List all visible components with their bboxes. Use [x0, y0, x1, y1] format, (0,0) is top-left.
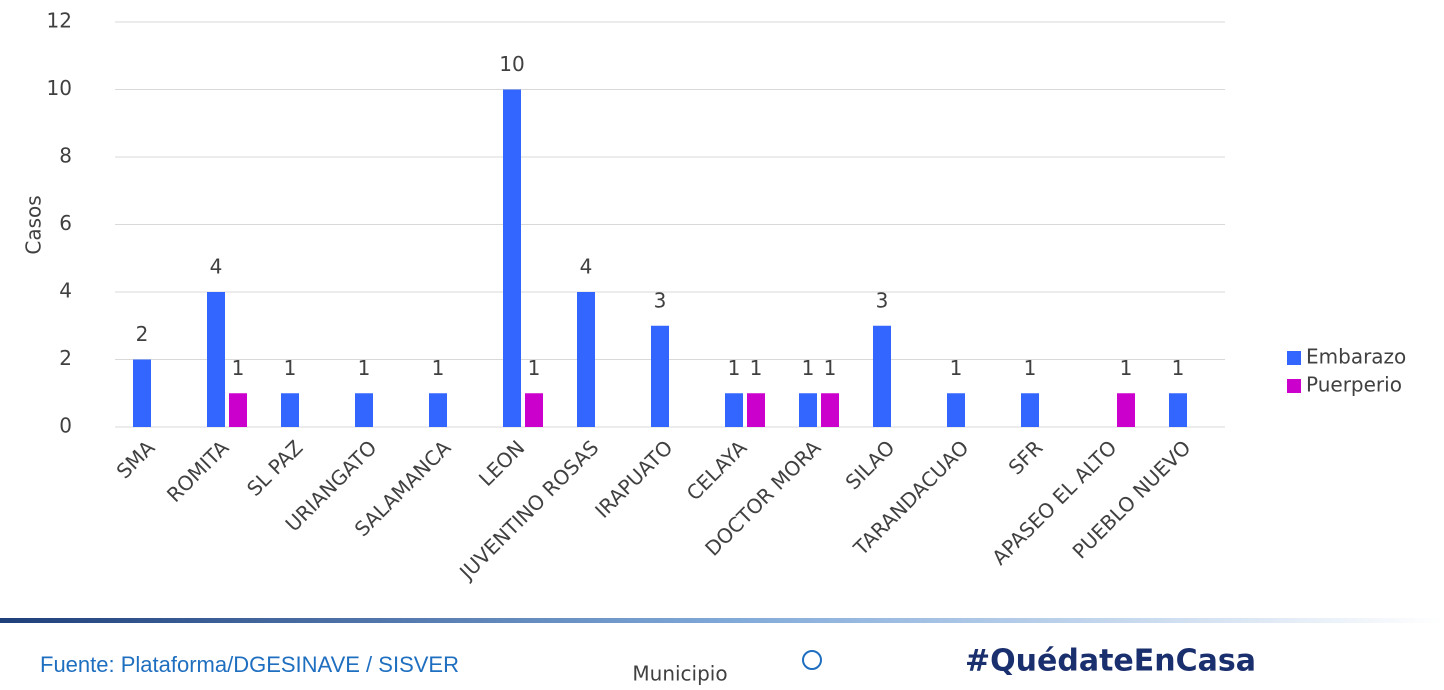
x-tick-label: SL PAZ	[242, 435, 307, 500]
bar	[577, 292, 595, 427]
data-label: 1	[750, 356, 763, 380]
y-tick-label: 4	[59, 279, 72, 303]
legend-label: Embarazo	[1306, 345, 1406, 369]
bar	[503, 89, 521, 427]
bar	[525, 393, 543, 427]
y-tick-label: 10	[47, 76, 72, 100]
bar	[281, 393, 299, 427]
data-label: 1	[802, 356, 815, 380]
bar	[725, 393, 743, 427]
data-label: 1	[1120, 356, 1133, 380]
data-label: 1	[284, 356, 297, 380]
data-label: 1	[232, 356, 245, 380]
bar	[799, 393, 817, 427]
data-label: 1	[728, 356, 741, 380]
bar	[947, 393, 965, 427]
x-tick-label: SFR	[1004, 435, 1048, 479]
data-label: 1	[824, 356, 837, 380]
data-label: 1	[358, 356, 371, 380]
bar	[355, 393, 373, 427]
data-label: 4	[580, 255, 593, 279]
x-axis-label: Municipio	[632, 662, 727, 686]
data-label: 4	[210, 255, 223, 279]
bar	[873, 325, 891, 427]
data-label: 1	[1024, 356, 1037, 380]
data-label: 10	[499, 52, 524, 76]
data-label: 3	[654, 288, 667, 312]
y-tick-label: 0	[59, 414, 72, 438]
y-tick-label: 6	[59, 211, 72, 235]
bar	[651, 325, 669, 427]
legend-swatch	[1287, 379, 1301, 393]
data-label: 1	[1172, 356, 1185, 380]
hashtag: #QuédateEnCasa	[965, 644, 1256, 679]
bar	[821, 393, 839, 427]
x-tick-label: SILAO	[841, 435, 900, 494]
data-label: 1	[950, 356, 963, 380]
legend-label: Puerperio	[1306, 373, 1402, 397]
y-axis-label: Casos	[22, 195, 46, 254]
icon	[802, 650, 822, 670]
data-label: 3	[876, 288, 889, 312]
bar	[1021, 393, 1039, 427]
x-tick-label: JUVENTINO ROSAS	[453, 435, 603, 585]
x-tick-label: IRAPUATO	[590, 435, 677, 522]
source: Fuente: Plataforma/DGESINAVE / SISVER	[40, 652, 459, 677]
y-tick-label: 8	[59, 144, 72, 168]
bar	[747, 393, 765, 427]
bar	[229, 393, 247, 427]
bar	[429, 393, 447, 427]
footer-rule	[0, 618, 1444, 623]
y-tick-label: 2	[59, 346, 72, 370]
x-tick-label: APASEO EL ALTO	[987, 435, 1121, 569]
bar	[1117, 393, 1135, 427]
x-tick-label: ROMITA	[162, 435, 234, 507]
legend-swatch	[1287, 351, 1301, 365]
bar	[133, 359, 151, 427]
x-tick-label: LEON	[474, 435, 529, 490]
bar	[1169, 393, 1187, 427]
x-tick-label: CELAYA	[682, 435, 752, 505]
data-label: 1	[528, 356, 541, 380]
y-tick-label: 12	[47, 9, 72, 33]
data-label: 2	[136, 322, 149, 346]
bar	[207, 292, 225, 427]
data-label: 1	[432, 356, 445, 380]
x-tick-label: SMA	[112, 435, 160, 483]
